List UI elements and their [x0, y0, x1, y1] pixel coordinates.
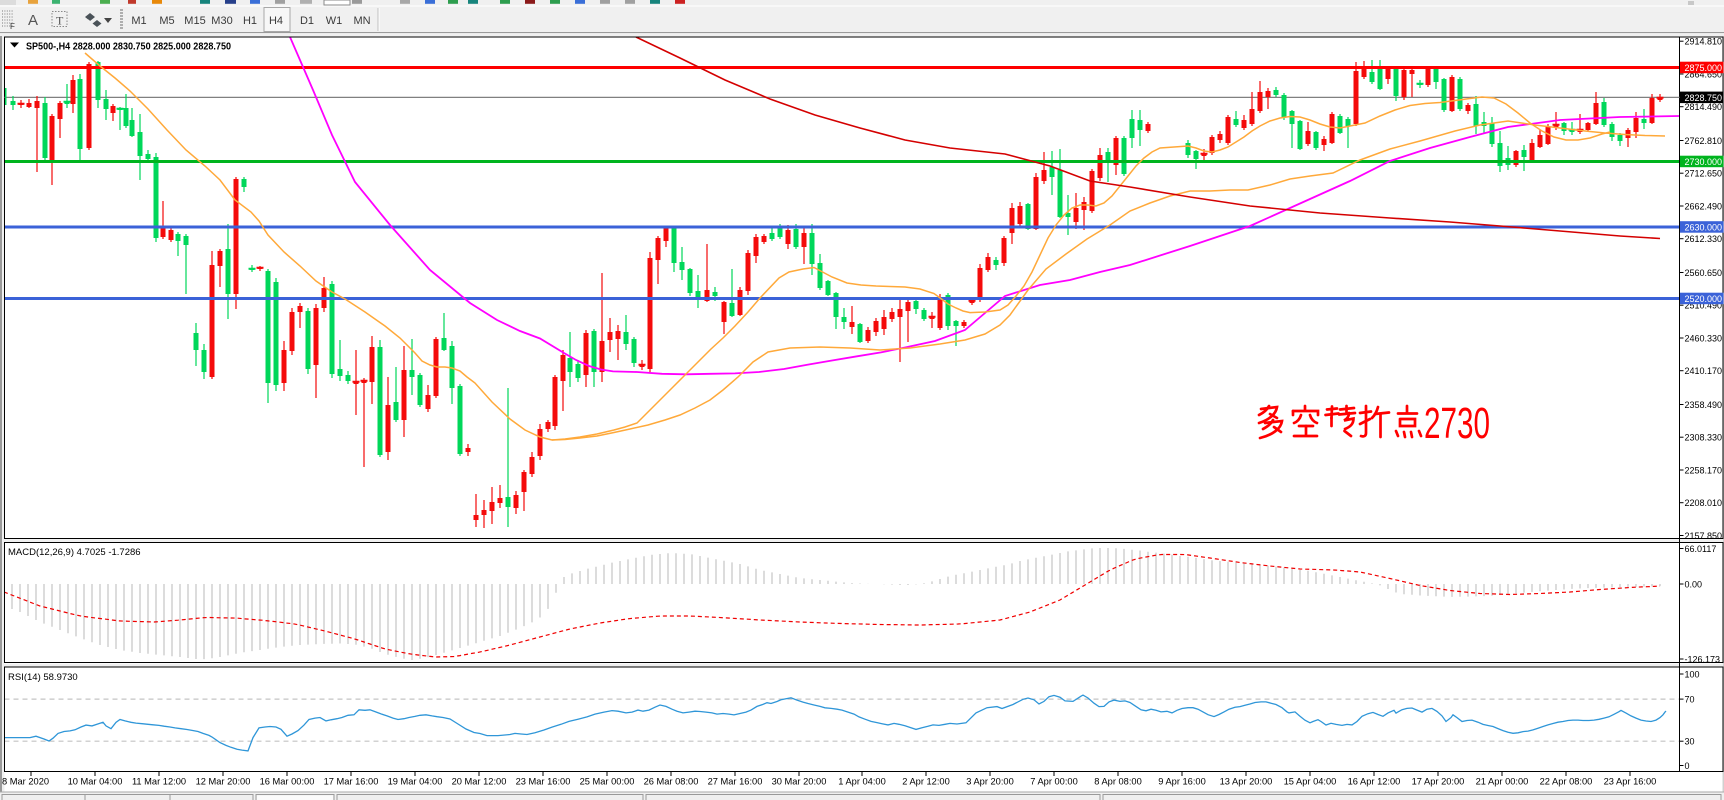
svg-text:23 Mar 16:00: 23 Mar 16:00 — [516, 777, 571, 787]
svg-text:30 Mar 20:00: 30 Mar 20:00 — [772, 777, 827, 787]
svg-text:1 Apr 04:00: 1 Apr 04:00 — [838, 777, 886, 787]
svg-text:2258.170: 2258.170 — [1685, 466, 1723, 476]
svg-text:2308.330: 2308.330 — [1685, 433, 1723, 443]
svg-text:M15: M15 — [184, 15, 205, 27]
svg-text:2730.000: 2730.000 — [1685, 157, 1723, 167]
svg-text:2208.010: 2208.010 — [1685, 498, 1723, 508]
svg-text:30: 30 — [1685, 737, 1695, 747]
svg-text:21 Apr 00:00: 21 Apr 00:00 — [1476, 777, 1529, 787]
svg-text:12 Mar 20:00: 12 Mar 20:00 — [196, 777, 251, 787]
svg-text:MN: MN — [353, 15, 370, 27]
svg-text:2630.000: 2630.000 — [1685, 223, 1723, 233]
svg-text:17 Apr 20:00: 17 Apr 20:00 — [1412, 777, 1465, 787]
svg-text:100: 100 — [1685, 670, 1700, 680]
svg-text:2520.000: 2520.000 — [1685, 294, 1723, 304]
svg-text:SP500-,H4 2828.000 2830.750 2: SP500-,H4 2828.000 2830.750 2825.000 282… — [26, 41, 231, 53]
svg-text:2864.650: 2864.650 — [1685, 70, 1723, 80]
svg-text:16 Apr 12:00: 16 Apr 12:00 — [1348, 777, 1401, 787]
svg-text:10 Mar 04:00: 10 Mar 04:00 — [68, 777, 123, 787]
svg-text:15 Apr 04:00: 15 Apr 04:00 — [1284, 777, 1337, 787]
svg-text:8 Apr 08:00: 8 Apr 08:00 — [1094, 777, 1142, 787]
svg-text:H4: H4 — [269, 15, 283, 27]
svg-text:2914.810: 2914.810 — [1685, 37, 1723, 47]
svg-text:70: 70 — [1685, 695, 1695, 705]
svg-text:27 Mar 16:00: 27 Mar 16:00 — [708, 777, 763, 787]
svg-text:2612.330: 2612.330 — [1685, 234, 1723, 244]
svg-text:0.00: 0.00 — [1685, 580, 1703, 590]
svg-text:2712.650: 2712.650 — [1685, 169, 1723, 179]
svg-text:M30: M30 — [211, 15, 232, 27]
svg-text:20 Mar 12:00: 20 Mar 12:00 — [452, 777, 507, 787]
svg-text:13 Apr 20:00: 13 Apr 20:00 — [1220, 777, 1273, 787]
svg-text:2662.490: 2662.490 — [1685, 202, 1723, 212]
svg-text:MACD(12,26,9) 4.7025 -1.7286: MACD(12,26,9) 4.7025 -1.7286 — [8, 547, 141, 558]
svg-text:2510.490: 2510.490 — [1685, 301, 1723, 311]
svg-text:2762.810: 2762.810 — [1685, 136, 1723, 146]
svg-text:2814.490: 2814.490 — [1685, 102, 1723, 112]
svg-text:T: T — [56, 14, 64, 28]
svg-text:RSI(14) 58.9730: RSI(14) 58.9730 — [8, 672, 78, 683]
svg-text:11 Mar 12:00: 11 Mar 12:00 — [132, 777, 186, 787]
svg-text:M5: M5 — [159, 15, 174, 27]
svg-text:D1: D1 — [300, 15, 314, 27]
svg-text:16 Mar 00:00: 16 Mar 00:00 — [260, 777, 315, 787]
svg-text:8 Mar 2020: 8 Mar 2020 — [2, 777, 49, 787]
svg-text:-126.173: -126.173 — [1685, 655, 1721, 665]
svg-text:M1: M1 — [131, 15, 146, 27]
svg-text:17 Mar 16:00: 17 Mar 16:00 — [324, 777, 379, 787]
svg-text:0: 0 — [1685, 761, 1690, 771]
svg-text:H1: H1 — [243, 15, 257, 27]
svg-text:2410.170: 2410.170 — [1685, 366, 1723, 376]
svg-text:2730: 2730 — [1424, 399, 1490, 448]
svg-text:A: A — [28, 12, 38, 29]
svg-text:66.0117: 66.0117 — [1685, 544, 1717, 554]
svg-text:2828.750: 2828.750 — [1685, 93, 1723, 103]
svg-text:22 Apr 08:00: 22 Apr 08:00 — [1540, 777, 1593, 787]
svg-text:2560.650: 2560.650 — [1685, 268, 1723, 278]
svg-text:W1: W1 — [326, 15, 343, 27]
svg-text:19 Mar 04:00: 19 Mar 04:00 — [388, 777, 443, 787]
svg-text:2875.000: 2875.000 — [1685, 63, 1723, 73]
svg-text:25 Mar 00:00: 25 Mar 00:00 — [580, 777, 635, 787]
svg-text:2157.850: 2157.850 — [1685, 531, 1723, 541]
svg-text:2 Apr 12:00: 2 Apr 12:00 — [902, 777, 950, 787]
svg-text:F: F — [10, 22, 15, 31]
svg-text:2460.330: 2460.330 — [1685, 334, 1723, 344]
svg-text:26 Mar 08:00: 26 Mar 08:00 — [644, 777, 699, 787]
svg-text:2358.490: 2358.490 — [1685, 400, 1723, 410]
svg-text:3 Apr 20:00: 3 Apr 20:00 — [966, 777, 1014, 787]
svg-text:7 Apr 00:00: 7 Apr 00:00 — [1030, 777, 1078, 787]
svg-text:9 Apr 16:00: 9 Apr 16:00 — [1158, 777, 1206, 787]
svg-text:23 Apr 16:00: 23 Apr 16:00 — [1604, 777, 1657, 787]
